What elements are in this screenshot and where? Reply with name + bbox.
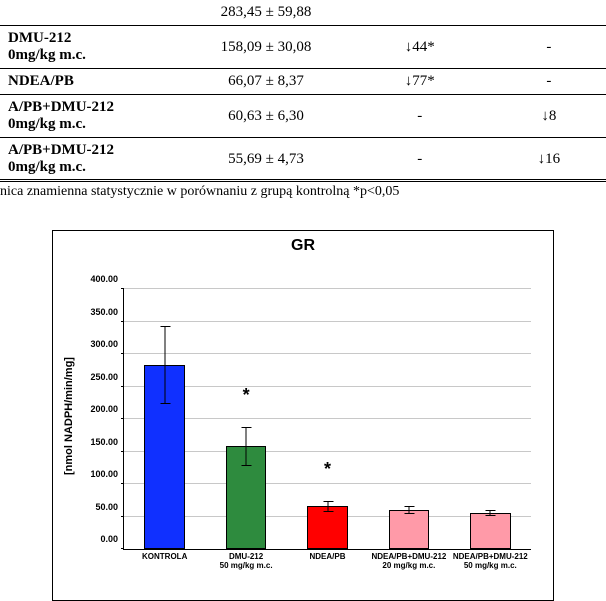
y-tick-label: 300.00 xyxy=(90,339,118,349)
x-axis-label: NDEA/PB xyxy=(288,553,368,562)
x-axis-label: NDEA/PB+DMU-21250 mg/kg m.c. xyxy=(450,553,530,571)
chart-bar xyxy=(470,513,511,549)
table-row: DMU-2120mg/kg m.c.158,09 ± 30,08↓44*- xyxy=(0,26,606,69)
y-tick xyxy=(121,418,124,419)
row-value: 66,07 ± 8,37 xyxy=(184,69,348,95)
chart-bar xyxy=(307,506,348,549)
y-tick-label: 400.00 xyxy=(90,274,118,284)
row-delta-vs-control xyxy=(348,0,492,26)
row-delta-vs-control: ↓44* xyxy=(348,26,492,69)
error-bar xyxy=(490,510,491,516)
y-tick xyxy=(121,516,124,517)
y-tick-label: 50.00 xyxy=(95,502,118,512)
row-delta-vs-ndea: - xyxy=(492,69,606,95)
chart-plot-area: 0.0050.00100.00150.00200.00250.00300.003… xyxy=(123,289,531,550)
row-label: NDEA/PB xyxy=(0,69,184,95)
y-tick-label: 200.00 xyxy=(90,404,118,414)
grid-line xyxy=(124,288,531,289)
row-delta-vs-ndea: ↓16 xyxy=(492,138,606,181)
x-axis-label: KONTROLA xyxy=(125,553,205,562)
error-bar xyxy=(246,427,247,466)
error-bar xyxy=(164,326,165,404)
row-label: A/PB+DMU-2120mg/kg m.c. xyxy=(0,95,184,138)
table-footnote: nica znamienna statystycznie w porównani… xyxy=(0,179,606,210)
significance-star: * xyxy=(243,385,250,406)
y-tick xyxy=(121,353,124,354)
table-row: NDEA/PB66,07 ± 8,37↓77*- xyxy=(0,69,606,95)
gr-bar-chart: GR [nmol NADPH/min/mg] 0.0050.00100.0015… xyxy=(52,230,554,601)
row-delta-vs-control: - xyxy=(348,138,492,181)
row-delta-vs-control: - xyxy=(348,95,492,138)
data-table: 283,45 ± 59,88 DMU-2120mg/kg m.c.158,09 … xyxy=(0,0,606,180)
grid-line xyxy=(124,451,531,452)
significance-star: * xyxy=(324,459,331,480)
y-tick-label: 150.00 xyxy=(90,437,118,447)
y-tick xyxy=(121,483,124,484)
table-row: A/PB+DMU-2120mg/kg m.c.55,69 ± 4,73-↓16 xyxy=(0,138,606,181)
y-tick-label: 100.00 xyxy=(90,469,118,479)
grid-line xyxy=(124,353,531,354)
row-value: 283,45 ± 59,88 xyxy=(184,0,348,26)
y-tick-label: 350.00 xyxy=(90,307,118,317)
row-delta-vs-ndea: ↓8 xyxy=(492,95,606,138)
row-delta-vs-control: ↓77* xyxy=(348,69,492,95)
x-axis-label: DMU-21250 mg/kg m.c. xyxy=(206,553,286,571)
row-delta-vs-ndea xyxy=(492,0,606,26)
row-value: 158,09 ± 30,08 xyxy=(184,26,348,69)
error-bar xyxy=(327,501,328,512)
y-tick xyxy=(121,386,124,387)
error-bar xyxy=(408,506,409,514)
y-tick xyxy=(121,451,124,452)
y-tick xyxy=(121,321,124,322)
y-tick-label: 250.00 xyxy=(90,372,118,382)
row-value: 60,63 ± 6,30 xyxy=(184,95,348,138)
chart-bar xyxy=(389,510,430,549)
row-label xyxy=(0,0,184,26)
chart-y-axis-label: [nmol NADPH/min/mg] xyxy=(63,357,75,475)
row-label: A/PB+DMU-2120mg/kg m.c. xyxy=(0,138,184,181)
y-tick-label: 0.00 xyxy=(100,534,118,544)
row-label: DMU-2120mg/kg m.c. xyxy=(0,26,184,69)
table-row: A/PB+DMU-2120mg/kg m.c.60,63 ± 6,30-↓8 xyxy=(0,95,606,138)
grid-line xyxy=(124,418,531,419)
y-tick xyxy=(121,548,124,549)
grid-line xyxy=(124,321,531,322)
y-tick xyxy=(121,288,124,289)
row-value: 55,69 ± 4,73 xyxy=(184,138,348,181)
chart-title: GR xyxy=(53,231,553,259)
x-axis-label: NDEA/PB+DMU-21220 mg/kg m.c. xyxy=(369,553,449,571)
row-delta-vs-ndea: - xyxy=(492,26,606,69)
grid-line xyxy=(124,386,531,387)
table-row: 283,45 ± 59,88 xyxy=(0,0,606,26)
grid-line xyxy=(124,483,531,484)
